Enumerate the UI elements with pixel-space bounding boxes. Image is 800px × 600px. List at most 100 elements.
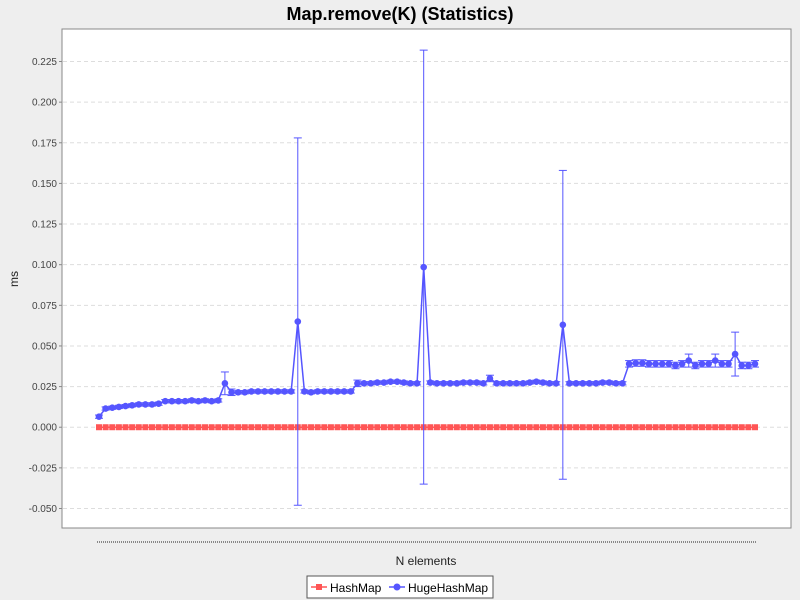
series-line-hugehashmap (98, 267, 756, 418)
data-point-hashmap (341, 424, 348, 431)
data-point-hashmap (387, 424, 394, 431)
data-point-hugehashmap (95, 413, 103, 420)
data-point-hugehashmap (572, 380, 580, 387)
data-point-hugehashmap (493, 380, 500, 387)
data-point-hugehashmap (632, 359, 640, 367)
data-point-hashmap (261, 424, 268, 431)
data-point-hashmap (427, 424, 434, 431)
data-point-hugehashmap (407, 380, 414, 387)
y-tick-label: -0.025 (29, 463, 58, 474)
data-point-hashmap (566, 424, 573, 431)
data-point-hugehashmap (221, 380, 229, 387)
data-point-hugehashmap (267, 388, 275, 395)
data-point-hugehashmap (175, 397, 182, 405)
data-point-hugehashmap (214, 397, 222, 404)
data-point-hashmap (473, 424, 480, 431)
data-point-hugehashmap (301, 388, 308, 395)
data-point-hashmap (460, 424, 467, 431)
data-point-hashmap (579, 424, 586, 431)
data-point-hugehashmap (533, 378, 540, 386)
data-point-hashmap (520, 424, 527, 431)
data-point-hashmap (129, 424, 136, 431)
data-point-hugehashmap (645, 360, 653, 368)
y-tick-label: 0.000 (32, 423, 57, 434)
data-point-hashmap (354, 424, 361, 431)
data-point-hashmap (606, 424, 613, 431)
data-point-hashmap (135, 424, 142, 431)
data-point-hashmap (745, 424, 752, 431)
data-point-hashmap (698, 424, 705, 431)
data-point-hashmap (619, 424, 626, 431)
data-point-hugehashmap (546, 380, 553, 387)
data-point-hashmap (500, 424, 507, 431)
data-point-hugehashmap (128, 401, 136, 409)
data-point-hashmap (599, 424, 606, 431)
legend-marker-hugehashmap (393, 583, 401, 591)
data-point-hugehashmap (115, 403, 123, 411)
data-point-hashmap (440, 424, 447, 431)
data-point-hashmap (480, 424, 487, 431)
data-point-hashmap (407, 424, 414, 431)
data-point-hashmap (281, 424, 288, 431)
data-point-hugehashmap (108, 404, 116, 412)
data-point-hugehashmap (248, 388, 255, 395)
data-point-hugehashmap (480, 380, 487, 387)
y-tick-label: 0.125 (32, 220, 57, 231)
legend-marker-hashmap (316, 584, 322, 590)
data-point-hashmap (361, 424, 368, 431)
data-point-hugehashmap (586, 380, 593, 387)
data-point-hugehashmap (327, 388, 335, 395)
data-point-hugehashmap (168, 397, 176, 405)
data-point-hugehashmap (685, 357, 693, 364)
data-point-hugehashmap (393, 378, 401, 386)
data-point-hugehashmap (387, 378, 394, 386)
data-point-hugehashmap (433, 380, 441, 387)
data-point-hashmap (301, 424, 308, 431)
data-point-hugehashmap (135, 401, 143, 408)
data-point-hugehashmap (281, 388, 288, 395)
data-point-hashmap (626, 424, 633, 431)
data-point-hashmap (202, 424, 209, 431)
y-axis-label: ms (7, 271, 21, 287)
data-point-hugehashmap (340, 388, 348, 395)
y-tick-label: 0.175 (32, 138, 57, 149)
y-tick-label: 0.100 (32, 260, 57, 271)
data-point-hugehashmap (460, 379, 467, 386)
data-point-hugehashmap (652, 360, 659, 368)
data-point-hashmap (248, 424, 255, 431)
data-point-hugehashmap (453, 380, 461, 387)
data-point-hugehashmap (658, 360, 666, 368)
data-point-hashmap (380, 424, 387, 431)
data-point-hashmap (274, 424, 281, 431)
data-point-hashmap (692, 424, 699, 431)
data-point-hashmap (162, 424, 169, 431)
data-point-hashmap (321, 424, 328, 431)
data-point-hashmap (659, 424, 666, 431)
data-point-hashmap (752, 424, 758, 431)
data-point-hugehashmap (201, 397, 209, 404)
data-point-hashmap (513, 424, 520, 431)
data-point-hugehashmap (181, 397, 189, 405)
data-point-hugehashmap (559, 321, 567, 329)
data-point-hugehashmap (261, 388, 268, 395)
data-point-hugehashmap (592, 380, 600, 387)
data-point-hugehashmap (499, 380, 507, 387)
data-point-hugehashmap (161, 397, 169, 405)
data-point-hashmap (486, 424, 493, 431)
y-tick-label: 0.225 (32, 57, 57, 68)
data-point-hugehashmap (718, 360, 726, 368)
data-point-hashmap (115, 424, 122, 431)
data-point-hashmap (221, 424, 228, 431)
data-point-hashmap (467, 424, 474, 431)
data-point-hugehashmap (413, 380, 421, 387)
data-point-hashmap (506, 424, 513, 431)
data-point-hashmap (228, 424, 235, 431)
data-point-hashmap (241, 424, 248, 431)
data-point-hashmap (612, 424, 619, 431)
data-point-hashmap (149, 424, 156, 431)
data-point-hugehashmap (195, 397, 202, 405)
data-point-hugehashmap (274, 388, 282, 395)
data-point-hugehashmap (241, 388, 249, 396)
data-point-hashmap (453, 424, 460, 431)
